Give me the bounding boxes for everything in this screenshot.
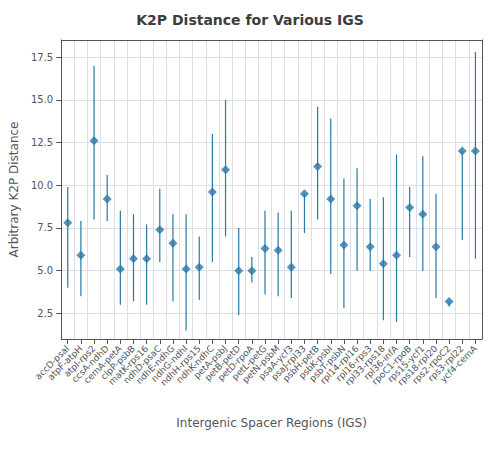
svg-text:rpl33-rps18: rpl33-rps18 [343,343,387,388]
svg-text:psaJ-rpl33: psaJ-rpl33 [269,343,308,383]
svg-text:petA-psbJ: petA-psbJ [191,343,230,381]
svg-text:5.0: 5.0 [37,265,53,276]
svg-text:clpP-psbB: clpP-psbB [98,343,137,382]
svg-text:K2P Distance for Various IGS: K2P Distance for Various IGS [136,12,364,28]
svg-text:ndhK-ndhC: ndhK-ndhC [174,343,216,385]
svg-text:psbH-petB: psbH-petB [280,343,322,384]
svg-text:Arbitrary K2P Distance: Arbitrary K2P Distance [7,122,21,258]
svg-text:petL-petG: petL-petG [230,343,269,382]
svg-text:12.5: 12.5 [31,137,53,148]
svg-text:rps3-rpl22: rps3-rpl22 [425,343,466,384]
svg-text:rpl14-rpl16: rpl14-rpl16 [318,343,361,386]
svg-text:atpl-rps2: atpl-rps2 [62,343,98,379]
svg-text:Intergenic Spacer Regions (IGS: Intergenic Spacer Regions (IGS) [176,416,367,430]
svg-text:rps2-rpoC2: rps2-rpoC2 [410,343,453,386]
svg-text:rps15-ycf1: rps15-ycf1 [385,343,427,385]
svg-text:ndhD-psaC: ndhD-psaC [121,343,164,386]
svg-text:psaA-ycf3: psaA-ycf3 [256,343,295,382]
svg-text:psbT-psbN: psbT-psbN [307,343,348,384]
svg-text:rpl36-infA: rpl36-infA [361,343,401,382]
svg-text:ycf4-cemA: ycf4-cemA [438,343,479,384]
svg-text:rpoC1-rpoB: rpoC1-rpoB [369,343,414,387]
svg-text:petB-petD: petB-petD [202,343,243,383]
svg-text:petN-psbM: petN-psbM [240,343,282,385]
svg-text:ccsA-ndhD: ccsA-ndhD [69,343,111,385]
svg-text:atpF-atpH: atpF-atpH [45,343,85,383]
svg-text:rps18-rpl20: rps18-rpl20 [395,343,440,388]
svg-text:accD-psal: accD-psal [33,343,72,382]
svg-text:15.0: 15.0 [31,94,53,105]
svg-text:ndhE-ndhG: ndhE-ndhG [134,343,177,386]
svg-text:7.5: 7.5 [37,222,53,233]
svg-text:cemA-petA: cemA-petA [81,343,124,386]
svg-text:matK-rps16: matK-rps16 [106,343,151,387]
svg-text:2.5: 2.5 [37,308,53,319]
svg-text:rpl16-rps3: rpl16-rps3 [333,343,374,384]
svg-text:ndhH-rps15: ndhH-rps15 [158,343,203,388]
svg-text:10.0: 10.0 [31,180,53,191]
svg-text:17.5: 17.5 [31,52,53,63]
svg-text:psbK-psbI: psbK-psbI [296,343,335,381]
svg-text:ndhG-ndhI: ndhG-ndhI [149,343,190,384]
svg-text:petD-rpoA: petD-rpoA [215,343,256,383]
